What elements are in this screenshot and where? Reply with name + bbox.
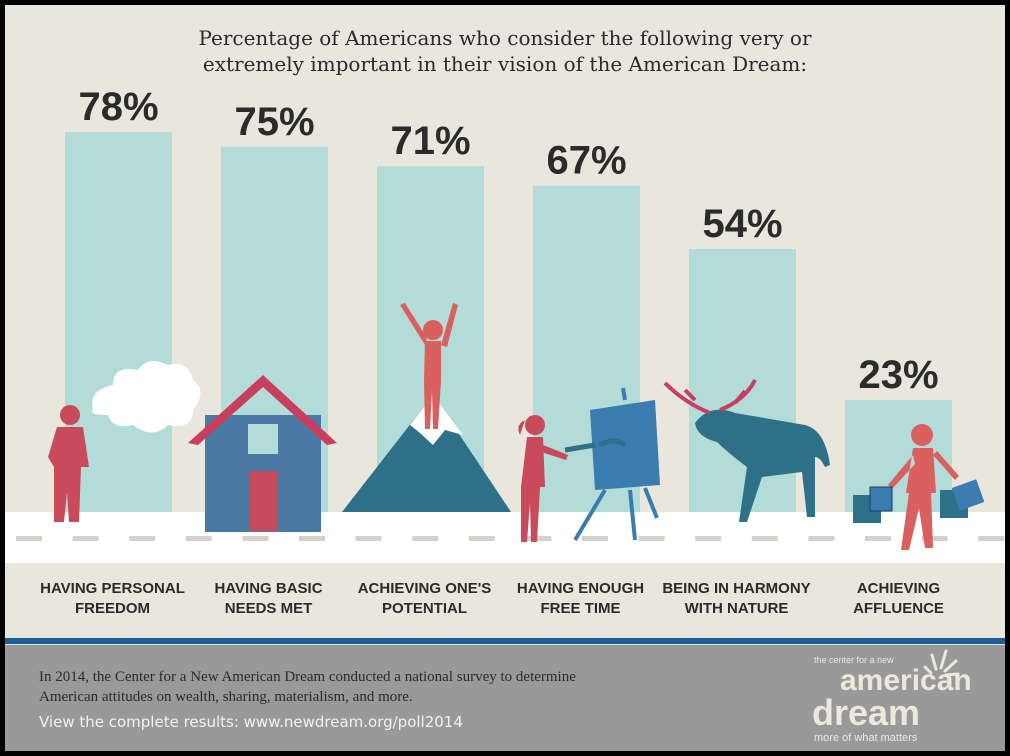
house-door [250, 471, 278, 531]
person-thinking-illustration [48, 361, 201, 522]
head [423, 320, 443, 340]
divider-stripe [5, 638, 1005, 644]
category-label-3: ACHIEVING ONE'S [358, 580, 492, 597]
logo-american: american [840, 664, 972, 697]
road-dash [468, 536, 495, 541]
road-dash [129, 536, 156, 541]
road-dash [412, 536, 439, 541]
category-label-5: WITH NATURE [685, 600, 789, 617]
results-link[interactable]: View the complete results: www.newdream.… [39, 713, 463, 731]
category-label-6: AFFLUENCE [853, 600, 944, 617]
road-dash [695, 536, 722, 541]
road-dash [582, 536, 608, 541]
shopping-bag-icon [869, 486, 893, 512]
painter-illustration [518, 387, 660, 542]
road-dash [185, 536, 212, 541]
road-dash [16, 536, 42, 541]
footer: In 2014, the Center for a New American D… [5, 645, 1005, 751]
road [5, 512, 1005, 563]
road-dash [299, 536, 325, 541]
road-dash [72, 536, 99, 541]
road-dash [525, 536, 552, 541]
road-dash [638, 536, 665, 541]
shopping-bag-icon [951, 479, 985, 511]
chart-title: Percentage of Americans who consider the… [5, 25, 1005, 77]
data-label-5: 54% [702, 202, 782, 246]
category-label-2: NEEDS MET [225, 600, 313, 617]
category-label-5: BEING IN HARMONY [662, 580, 810, 597]
house-roof [188, 375, 337, 445]
category-label-4: HAVING ENOUGH [517, 580, 644, 597]
data-label-1: 78% [78, 85, 158, 129]
head [911, 424, 933, 446]
road-dash [978, 536, 1005, 541]
road-dash [355, 536, 382, 541]
antlers [663, 379, 757, 415]
category-label-1: HAVING PERSONAL [40, 580, 185, 597]
bar-chart: 78% 75% 71% 67% 54% 23% HAVING PERSONAL FREEDOM… [5, 85, 1005, 617]
logo-small-text: the center for a new [814, 655, 894, 665]
road-dash [808, 536, 835, 541]
easel-legs [573, 387, 659, 542]
sunburst-icon [923, 649, 960, 677]
title-line-1: Percentage of Americans who consider the… [198, 26, 812, 50]
road-dash [242, 536, 269, 541]
moose-body [695, 409, 830, 522]
logo-dream: dream [812, 692, 921, 733]
data-label-2: 75% [234, 100, 314, 144]
shopper-illustration [853, 424, 985, 550]
thought-cloud-icon [92, 361, 201, 433]
body [48, 427, 89, 522]
survey-text-line1: In 2014, the Center for a New American D… [39, 669, 576, 685]
child-body [521, 437, 568, 542]
survey-description: In 2014, the Center for a New American D… [39, 667, 576, 707]
category-label-2: HAVING BASIC [214, 580, 322, 597]
survey-text-line2: American attitudes on wealth, sharing, m… [39, 689, 413, 705]
person-body [888, 448, 959, 550]
data-label-3: 71% [390, 119, 470, 163]
infographic: Percentage of Americans who consider the… [5, 5, 1005, 751]
head [525, 415, 545, 435]
category-label-6: ACHIEVING [857, 580, 940, 597]
category-label-1: FREEDOM [75, 600, 150, 617]
mountain [342, 395, 511, 512]
person-arms-raised [400, 303, 458, 429]
category-label-3: POTENTIAL [382, 600, 467, 617]
moose-illustration [663, 379, 830, 522]
data-label-4: 67% [546, 139, 626, 183]
ponytail [518, 420, 525, 435]
road-dash [751, 536, 778, 541]
house-illustration [188, 375, 337, 532]
head [60, 405, 80, 425]
title-line-2: extremely important in their vision of t… [202, 52, 808, 76]
category-label-4: FREE TIME [540, 600, 620, 617]
house-window [248, 424, 278, 454]
paintbrush-icon [564, 438, 627, 453]
road-dash [865, 536, 891, 541]
road-dash [921, 536, 948, 541]
new-american-dream-logo: the center for a new american dream more… [810, 649, 980, 749]
logo-tagline: more of what matters [814, 732, 918, 744]
data-label-6: 23% [858, 353, 938, 397]
mountain-illustration [342, 303, 511, 512]
